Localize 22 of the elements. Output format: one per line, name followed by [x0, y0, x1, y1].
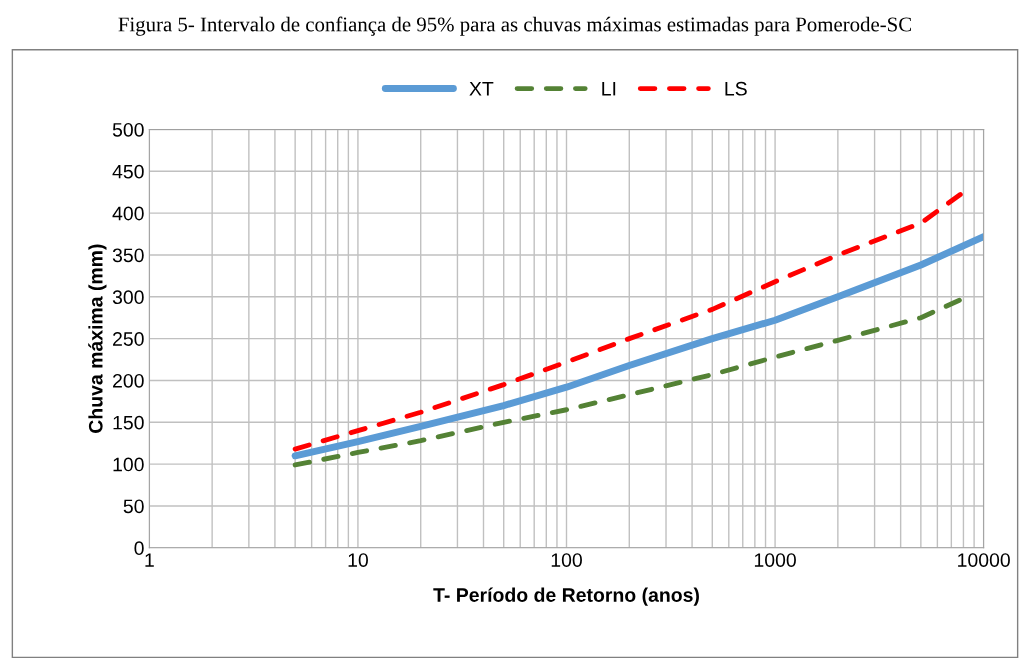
- y-tick-label: 150: [113, 415, 144, 430]
- y-tick-label: 350: [112, 248, 144, 263]
- x-tick-label: 10: [348, 553, 368, 567]
- y-tick-label: 200: [113, 373, 144, 388]
- x-tick-label: 1: [145, 553, 154, 567]
- y-tick-label: 250: [113, 332, 144, 346]
- y-tick-label: 400: [112, 206, 144, 221]
- x-axis-title: T- Período de Retorno (anos): [433, 587, 699, 606]
- chart-title: Figura 5- Intervalo de confiança de 95% para as chuvas máximas estimadas para Pomerode-SC: [118, 16, 911, 36]
- y-tick-label: 50: [123, 499, 144, 514]
- y-tick-label: 0: [134, 541, 144, 556]
- legend-label: LI: [602, 82, 616, 96]
- legend-label: LS: [725, 81, 747, 96]
- x-tick-label: 1000: [754, 553, 796, 567]
- x-tick-label: 100: [551, 553, 582, 567]
- y-tick-label: 500: [112, 122, 144, 137]
- legend-label: XT: [469, 82, 494, 96]
- y-tick-label: 450: [112, 164, 144, 179]
- y-axis-title: Chuva máxima (mm): [88, 244, 107, 433]
- x-tick-label: 10000: [958, 553, 1010, 567]
- y-tick-label: 100: [113, 457, 144, 472]
- y-tick-label: 300: [112, 290, 144, 305]
